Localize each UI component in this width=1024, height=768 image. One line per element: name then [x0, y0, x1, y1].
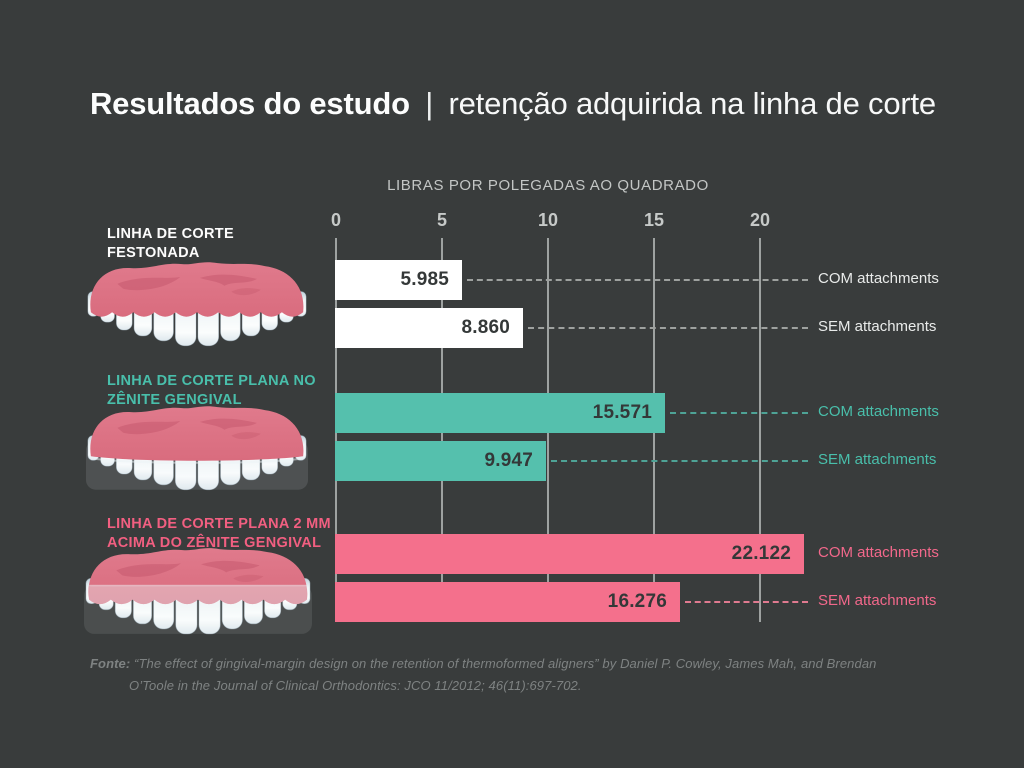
group-label-line: LINHA DE CORTE PLANA NO: [107, 373, 316, 389]
teeth-illustration-scalloped-cutline: [87, 262, 307, 347]
aligner-overlay: [84, 585, 312, 634]
bar-value: 22.122: [731, 543, 791, 564]
bar-value: 8.860: [461, 317, 510, 338]
gum-shading: [201, 560, 260, 573]
group-label-line: LINHA DE CORTE: [107, 226, 234, 242]
gum-flat: [90, 406, 304, 461]
bar-sem-attachments-group2: 9.947: [335, 441, 546, 481]
x-tick-20: 20: [749, 210, 771, 230]
series-label-sem: SEM attachments: [818, 318, 937, 335]
gum-scalloped: [88, 548, 308, 605]
aligner-edge-line: [93, 457, 302, 464]
group-label-line: FESTONADA: [107, 244, 200, 261]
connector-dashed-line: [528, 327, 808, 329]
group-label-line: LINHA DE CORTE PLANA 2 MM: [107, 516, 331, 532]
title-separator: |: [425, 86, 434, 121]
bar-com-attachments-group1: 5.985: [335, 260, 462, 300]
teeth-illustration-flat-2mm-above-cutline: [84, 548, 312, 635]
gum-shading: [117, 420, 181, 435]
x-tick-15: 15: [643, 210, 665, 230]
bar-sem-attachments-group1: 8.860: [335, 308, 523, 348]
group-label-line: ZÊNITE GENGIVAL: [107, 391, 242, 408]
bar-value: 15.571: [592, 402, 652, 423]
axis-title: LIBRAS POR POLEGADAS AO QUADRADO: [387, 177, 709, 194]
connector-dashed-line: [670, 412, 808, 414]
x-tick-5: 5: [436, 210, 447, 230]
group-label-line: ACIMA DO ZÊNITE GENGIVAL: [107, 534, 322, 551]
series-label-com: COM attachments: [818, 403, 939, 420]
group-label-plana-zenite: LINHA DE CORTE PLANA NO ZÊNITE GENGIVAL: [107, 372, 316, 410]
connector-dashed-line: [467, 279, 808, 281]
series-label-sem: SEM attachments: [818, 451, 937, 468]
source-citation-line2: O’Toole in the Journal of Clinical Ortho…: [129, 678, 582, 694]
gum-shading: [117, 276, 181, 291]
gum-shading: [233, 574, 264, 582]
page-title-bold: Resultados do estudo: [90, 86, 410, 121]
group-label-festonada: LINHA DE CORTE FESTONADA: [107, 225, 234, 263]
series-label-com: COM attachments: [818, 544, 939, 561]
gum-shading: [199, 418, 257, 430]
bar-com-attachments-group3: 22.122: [335, 534, 804, 574]
gridline-20: [759, 238, 761, 622]
connector-dashed-line: [551, 460, 808, 462]
page-title-regular: retenção adquirida na linha de corte: [448, 86, 937, 121]
source-note: Fonte: “The effect of gingival-margin de…: [90, 653, 877, 697]
gum-shading: [231, 432, 261, 440]
aligner-band-above-zenith: [89, 585, 307, 605]
bar-value: 16.276: [607, 591, 667, 612]
source-line1: Fonte: “The effect of gingival-margin de…: [90, 653, 877, 675]
group-label-plana-2mm: LINHA DE CORTE PLANA 2 MM ACIMA DO ZÊNIT…: [107, 515, 331, 553]
gum-shading: [231, 288, 261, 296]
source-prefix: Fonte:: [90, 656, 131, 671]
gum-shading: [116, 563, 181, 577]
teeth-illustration-flat-zenith-cutline: [85, 406, 309, 491]
bar-com-attachments-group2: 15.571: [335, 393, 665, 433]
bar-value: 9.947: [484, 450, 533, 471]
bar-sem-attachments-group3: 16.276: [335, 582, 680, 622]
page-title: Resultados do estudo | retenção adquirid…: [90, 86, 936, 122]
connector-dashed-line: [685, 601, 808, 603]
gum-shading: [199, 274, 257, 286]
x-tick-0: 0: [330, 210, 341, 230]
x-tick-10: 10: [537, 210, 559, 230]
series-label-sem: SEM attachments: [818, 592, 937, 609]
source-citation-line1: “The effect of gingival-margin design on…: [134, 656, 877, 671]
series-label-com: COM attachments: [818, 270, 939, 287]
gum-scalloped: [90, 262, 304, 317]
bar-value: 5.985: [400, 269, 449, 290]
